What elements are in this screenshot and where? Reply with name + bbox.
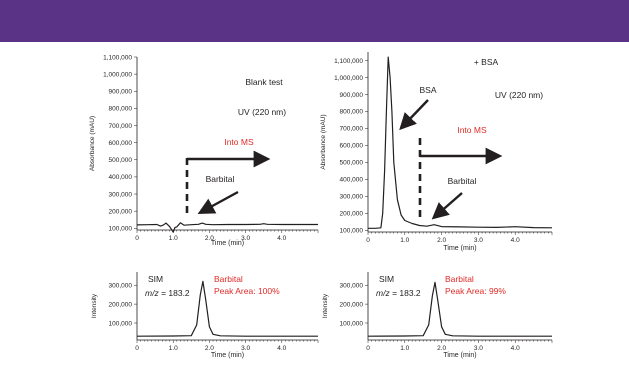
y-tick-label: 300,000 xyxy=(109,283,133,290)
series-line xyxy=(368,56,553,229)
y-axis-label: Absorbance (mAU) xyxy=(89,116,96,171)
x-tick-label: 4.0 xyxy=(511,345,520,352)
x-tick-label: 1.0 xyxy=(400,345,409,352)
y-tick-label: 300,000 xyxy=(340,194,364,201)
x-tick-label: 2.0 xyxy=(437,345,446,352)
barbital-label: Barbital xyxy=(448,176,477,186)
y-tick-label: 500,000 xyxy=(109,157,133,164)
y-tick-label: 400,000 xyxy=(109,174,133,181)
barbital-label: Barbital xyxy=(206,174,235,184)
chart-bottom-left: 0 1.0 2.0 3.0 4.0 100,000 200,000 300,000 Time (… xyxy=(91,272,319,359)
sim-label: SIM xyxy=(379,274,394,284)
mz-symbol: m/z xyxy=(376,288,390,298)
x-tick-label: 3.0 xyxy=(474,237,483,244)
y-tick-label: 400,000 xyxy=(340,177,364,184)
mz-label: m/z = 183.2 xyxy=(376,288,421,298)
x-axis-label: Time (min) xyxy=(443,352,476,359)
y-tick-label: 100,000 xyxy=(109,320,133,327)
into-ms-label: Into MS xyxy=(457,125,487,135)
peak-area-label: Peak Area: 100% xyxy=(214,286,280,296)
bsa-label: BSA xyxy=(419,85,436,95)
mz-symbol: m/z xyxy=(145,288,159,298)
y-tick-label: 600,000 xyxy=(340,143,364,150)
x-tick-label: 2.0 xyxy=(205,235,214,242)
series-line xyxy=(367,281,552,337)
mz-label: m/z = 183.2 xyxy=(145,288,190,298)
x-tick-label: 2.0 xyxy=(437,237,446,244)
panel-title: + BSA xyxy=(474,57,499,67)
into-ms-label: Into MS xyxy=(224,137,254,147)
x-axis-label: Time (min) xyxy=(211,240,244,247)
y-tick-label: 200,000 xyxy=(340,211,364,218)
x-axis-label: Time (min) xyxy=(443,245,476,252)
y-tick-label: 900,000 xyxy=(109,89,133,96)
x-tick-label: 3.0 xyxy=(241,345,250,352)
x-tick-label: 4.0 xyxy=(277,235,286,242)
y-tick-label: 700,000 xyxy=(109,123,133,130)
detector-label: UV (220 nm) xyxy=(495,90,543,100)
x-tick-label: 4.0 xyxy=(511,237,520,244)
y-tick-label: 800,000 xyxy=(340,109,364,116)
x-tick-label: 1.0 xyxy=(400,237,409,244)
y-tick-label: 1,000,000 xyxy=(334,75,363,82)
y-tick-label: 300,000 xyxy=(340,283,364,290)
y-tick-label: 100,000 xyxy=(109,226,133,233)
sim-label: SIM xyxy=(148,274,163,284)
x-tick-label: 0 xyxy=(135,235,139,242)
y-tick-label: 200,000 xyxy=(340,301,364,308)
x-tick-label: 2.0 xyxy=(205,345,214,352)
x-tick-label: 0 xyxy=(135,345,139,352)
detector-label: UV (220 nm) xyxy=(238,107,286,117)
chart-top-left: 0 1.0 2.0 3.0 4.0 100,000 200,000 300,000 400,00… xyxy=(89,54,319,247)
x-tick-label: 4.0 xyxy=(277,345,286,352)
barbital-arrow xyxy=(431,192,463,220)
y-tick-label: 1,100,000 xyxy=(334,58,363,65)
header-banner xyxy=(0,0,629,42)
x-tick-label: 3.0 xyxy=(474,345,483,352)
series-line xyxy=(136,280,318,337)
compound-label: Barbital xyxy=(445,274,474,284)
y-tick-label: 200,000 xyxy=(109,208,133,215)
y-tick-label: 100,000 xyxy=(340,228,364,235)
panel-title: Blank test xyxy=(245,77,283,87)
y-tick-label: 100,000 xyxy=(340,320,364,327)
x-tick-label: 1.0 xyxy=(169,345,178,352)
y-tick-label: 500,000 xyxy=(340,160,364,167)
y-axis-label: Intensity xyxy=(322,293,329,318)
barbital-arrow xyxy=(197,190,239,215)
bsa-arrow xyxy=(399,99,429,131)
peak-area-label: Peak Area: 99% xyxy=(445,286,506,296)
y-tick-label: 1,100,000 xyxy=(103,54,132,61)
chart-bottom-right: 0 1.0 2.0 3.0 4.0 100,000 200,000 300,000 Time (… xyxy=(322,272,553,359)
chart-top-right: 0 1.0 2.0 3.0 4.0 100,000 200,000 300,000 400,00… xyxy=(320,52,553,252)
mz-value: = 183.2 xyxy=(390,288,421,298)
y-tick-label: 700,000 xyxy=(340,126,364,133)
y-tick-label: 200,000 xyxy=(109,301,133,308)
y-tick-label: 900,000 xyxy=(340,92,364,99)
y-tick-label: 300,000 xyxy=(109,191,133,198)
x-tick-label: 0 xyxy=(366,345,370,352)
series-line xyxy=(136,222,318,233)
y-axis-label: Absorbance (mAU) xyxy=(320,114,327,169)
mz-value: = 183.2 xyxy=(159,288,190,298)
x-tick-label: 1.0 xyxy=(169,235,178,242)
x-axis-label: Time (min) xyxy=(211,352,244,359)
y-tick-label: 600,000 xyxy=(109,140,133,147)
x-tick-label: 0 xyxy=(366,237,370,244)
y-tick-label: 800,000 xyxy=(109,106,133,113)
x-tick-label: 3.0 xyxy=(241,235,250,242)
compound-label: Barbital xyxy=(214,274,243,284)
y-axis-label: Intensity xyxy=(91,293,98,318)
y-tick-label: 1,000,000 xyxy=(103,71,132,78)
